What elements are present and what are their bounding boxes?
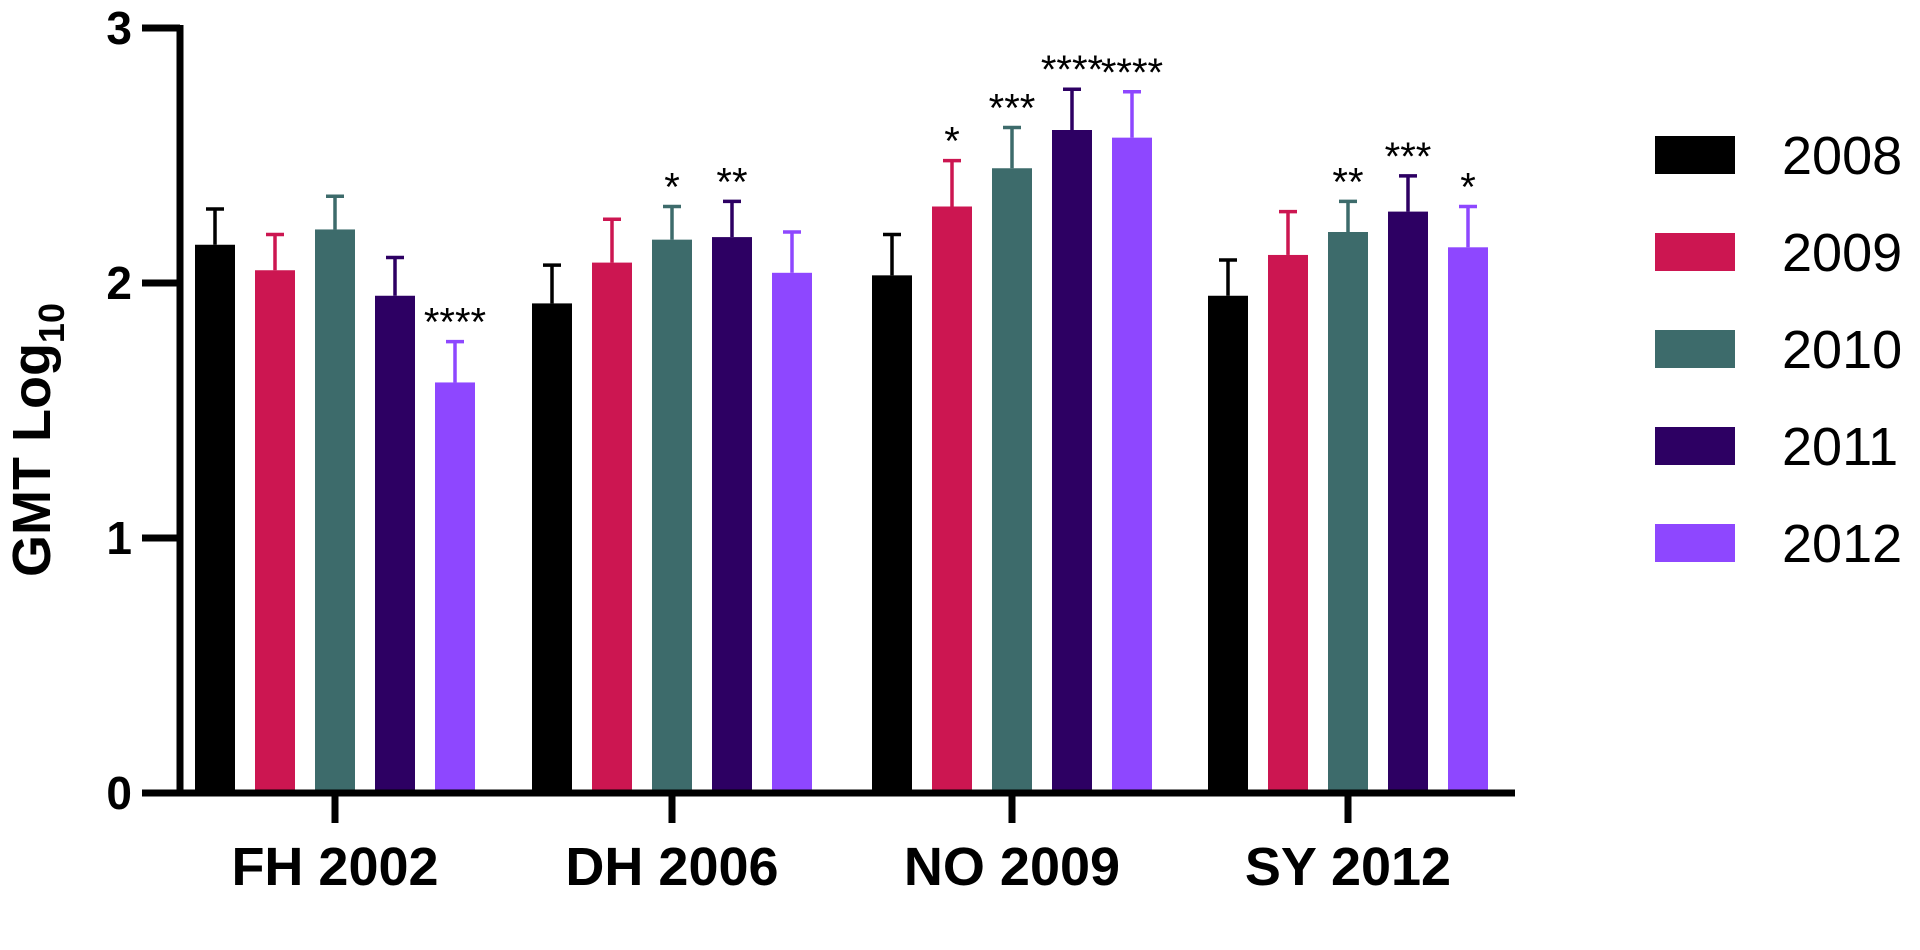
y-tick-label: 1 [106, 512, 132, 564]
bar-2008-no-2009 [872, 275, 912, 794]
significance-label: * [664, 166, 680, 210]
legend-swatch-2011 [1655, 427, 1735, 465]
significance-label: * [1460, 166, 1476, 210]
x-tick-label: NO 2009 [904, 837, 1120, 897]
bar-2008-dh-2006 [532, 303, 572, 793]
x-tick-label: FH 2002 [231, 837, 438, 897]
y-axis-title: GMT Log10 [2, 303, 72, 577]
bar-2010-dh-2006 [652, 239, 692, 793]
bar-2009-no-2009 [932, 206, 972, 793]
bar-2012-no-2009 [1112, 137, 1152, 793]
significance-label: *** [1385, 135, 1432, 179]
significance-label: **** [1101, 51, 1163, 95]
significance-label: **** [424, 301, 486, 345]
legend-label: 2011 [1782, 417, 1898, 477]
significance-label: ** [716, 160, 747, 204]
significance-label: * [944, 120, 960, 164]
y-tick-label: 2 [106, 257, 132, 309]
legend-swatch-2010 [1655, 330, 1735, 368]
legend-swatch-2008 [1655, 136, 1735, 174]
significance-label: *** [989, 86, 1036, 130]
bar-2012-fh-2002 [435, 382, 475, 793]
bar-2008-fh-2002 [195, 244, 235, 793]
bar-2011-fh-2002 [375, 295, 415, 793]
legend-swatch-2009 [1655, 233, 1735, 271]
legend-label: 2008 [1782, 126, 1902, 186]
bar-2008-sy-2012 [1208, 295, 1248, 793]
y-tick-label: 3 [106, 2, 132, 54]
bar-2012-dh-2006 [772, 272, 812, 793]
bar-2011-sy-2012 [1388, 211, 1428, 794]
axes-layer: FH 2002 DH 2006 NO 2009 SY 2012 0 1 2 3 [106, 2, 1515, 897]
bar-2009-sy-2012 [1268, 254, 1308, 793]
bar-2012-sy-2012 [1448, 247, 1488, 794]
bar-2011-dh-2006 [712, 237, 752, 794]
bar-2009-fh-2002 [255, 270, 295, 793]
bar-2010-sy-2012 [1328, 232, 1368, 793]
x-tick-label: SY 2012 [1245, 837, 1451, 897]
significance-label: **** [1041, 48, 1103, 92]
y-tick-label: 0 [106, 767, 132, 819]
legend-label: 2010 [1782, 320, 1902, 380]
legend: 2008 2009 2010 2011 2012 [1655, 126, 1902, 574]
legend-swatch-2012 [1655, 524, 1735, 562]
bars-layer [195, 130, 1488, 794]
legend-label: 2009 [1782, 223, 1902, 283]
bar-2011-no-2009 [1052, 130, 1092, 793]
significance-layer: ***** ******************** [424, 48, 1476, 344]
bar-2009-dh-2006 [592, 262, 632, 794]
error-bars-layer [206, 87, 1477, 383]
significance-label: ** [1332, 160, 1363, 204]
x-tick-label: DH 2006 [565, 837, 778, 897]
bar-2010-fh-2002 [315, 229, 355, 793]
legend-label: 2012 [1782, 514, 1902, 574]
bar-2010-no-2009 [992, 168, 1032, 793]
